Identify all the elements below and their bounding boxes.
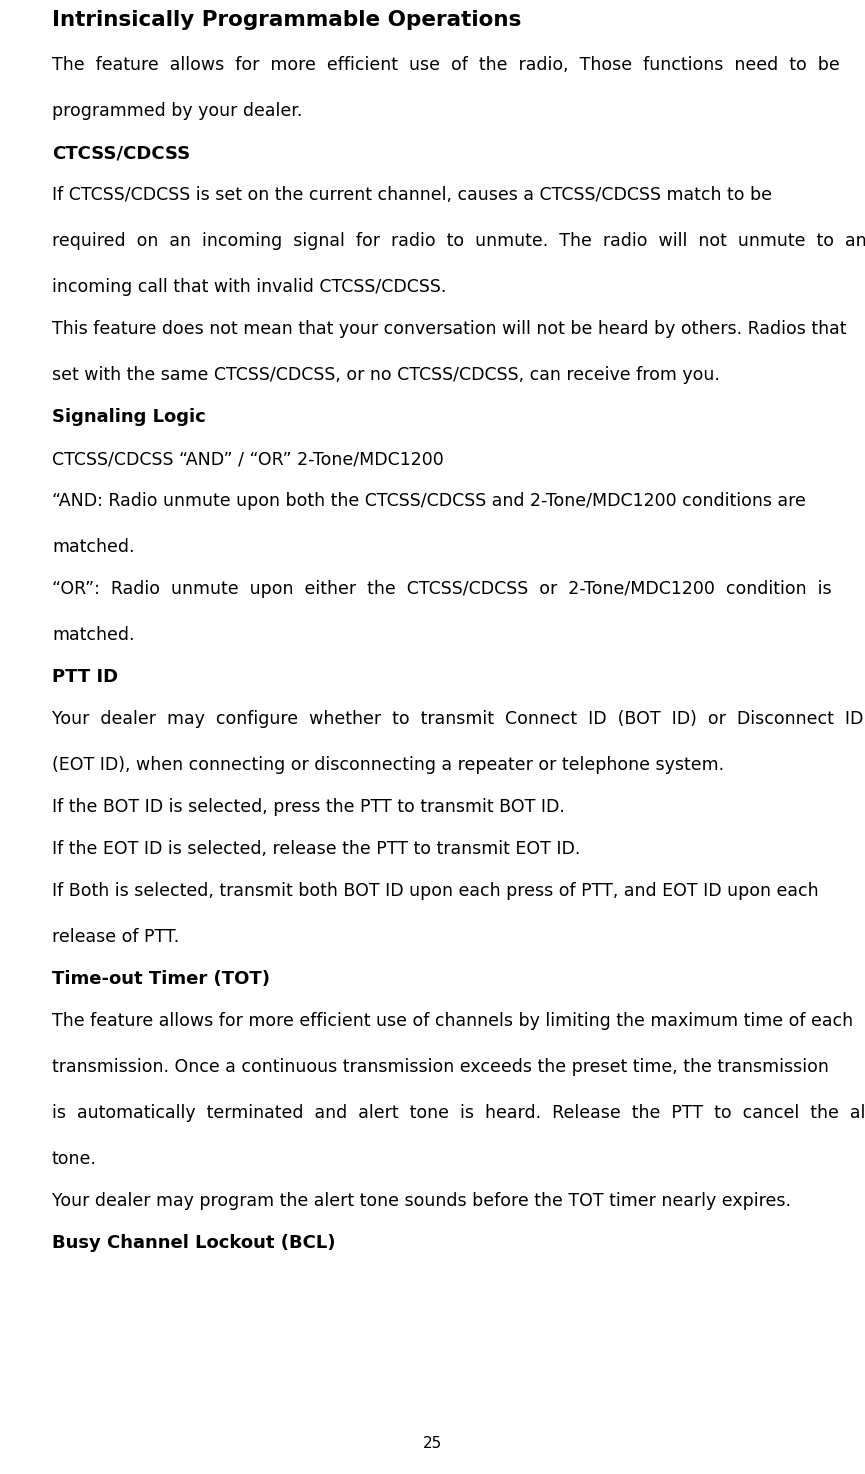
Text: “OR”:  Radio  unmute  upon  either  the  CTCSS/CDCSS  or  2-Tone/MDC1200  condit: “OR”: Radio unmute upon either the CTCSS…	[52, 579, 831, 598]
Text: The feature allows for more efficient use of channels by limiting the maximum ti: The feature allows for more efficient us…	[52, 1013, 853, 1030]
Text: Time-out Timer (TOT): Time-out Timer (TOT)	[52, 970, 270, 988]
Text: Signaling Logic: Signaling Logic	[52, 408, 206, 426]
Text: CTCSS/CDCSS: CTCSS/CDCSS	[52, 144, 190, 162]
Text: If CTCSS/CDCSS is set on the current channel, causes a CTCSS/CDCSS match to be: If CTCSS/CDCSS is set on the current cha…	[52, 186, 772, 203]
Text: required  on  an  incoming  signal  for  radio  to  unmute.  The  radio  will  n: required on an incoming signal for radio…	[52, 231, 865, 251]
Text: “AND: Radio unmute upon both the CTCSS/CDCSS and 2-Tone/MDC1200 conditions are: “AND: Radio unmute upon both the CTCSS/C…	[52, 492, 806, 510]
Text: 25: 25	[423, 1437, 442, 1452]
Text: programmed by your dealer.: programmed by your dealer.	[52, 102, 303, 119]
Text: Your dealer may program the alert tone sounds before the TOT timer nearly expire: Your dealer may program the alert tone s…	[52, 1192, 791, 1210]
Text: matched.: matched.	[52, 626, 134, 644]
Text: PTT ID: PTT ID	[52, 668, 119, 685]
Text: If the BOT ID is selected, press the PTT to transmit BOT ID.: If the BOT ID is selected, press the PTT…	[52, 797, 565, 817]
Text: transmission. Once a continuous transmission exceeds the preset time, the transm: transmission. Once a continuous transmis…	[52, 1058, 829, 1076]
Text: If Both is selected, transmit both BOT ID upon each press of PTT, and EOT ID upo: If Both is selected, transmit both BOT I…	[52, 881, 818, 901]
Text: is  automatically  terminated  and  alert  tone  is  heard.  Release  the  PTT  : is automatically terminated and alert to…	[52, 1104, 865, 1122]
Text: set with the same CTCSS/CDCSS, or no CTCSS/CDCSS, can receive from you.: set with the same CTCSS/CDCSS, or no CTC…	[52, 366, 720, 385]
Text: (EOT ID), when connecting or disconnecting a repeater or telephone system.: (EOT ID), when connecting or disconnecti…	[52, 756, 724, 774]
Text: CTCSS/CDCSS “AND” / “OR” 2-Tone/MDC1200: CTCSS/CDCSS “AND” / “OR” 2-Tone/MDC1200	[52, 450, 444, 469]
Text: Busy Channel Lockout (BCL): Busy Channel Lockout (BCL)	[52, 1234, 336, 1251]
Text: If the EOT ID is selected, release the PTT to transmit EOT ID.: If the EOT ID is selected, release the P…	[52, 840, 580, 858]
Text: Your  dealer  may  configure  whether  to  transmit  Connect  ID  (BOT  ID)  or : Your dealer may configure whether to tra…	[52, 710, 863, 728]
Text: The  feature  allows  for  more  efficient  use  of  the  radio,  Those  functio: The feature allows for more efficient us…	[52, 56, 840, 74]
Text: release of PTT.: release of PTT.	[52, 929, 179, 946]
Text: Intrinsically Programmable Operations: Intrinsically Programmable Operations	[52, 10, 522, 29]
Text: tone.: tone.	[52, 1150, 97, 1167]
Text: matched.: matched.	[52, 538, 134, 556]
Text: incoming call that with invalid CTCSS/CDCSS.: incoming call that with invalid CTCSS/CD…	[52, 279, 446, 296]
Text: This feature does not mean that your conversation will not be heard by others. R: This feature does not mean that your con…	[52, 320, 847, 338]
